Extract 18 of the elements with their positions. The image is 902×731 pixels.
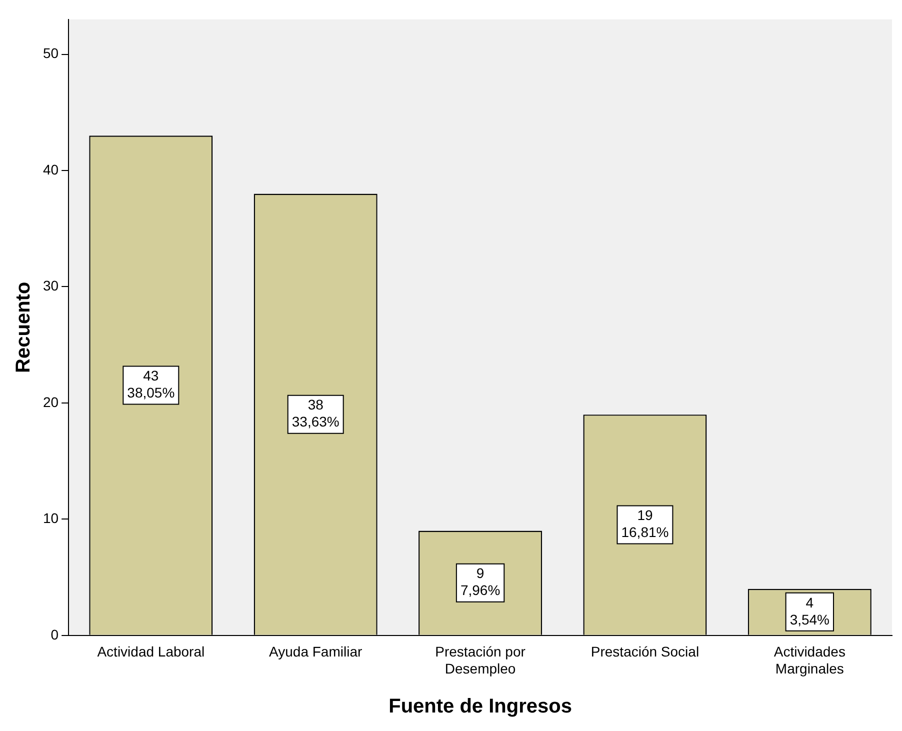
x-tick-label: Prestación por Desempleo	[435, 644, 526, 676]
data-label: 38 33,63%	[292, 396, 340, 430]
data-label: 43 38,05%	[127, 368, 175, 401]
y-tick-label: 0	[50, 626, 59, 642]
y-tick-label: 10	[42, 510, 59, 526]
y-tick-label: 50	[42, 45, 59, 62]
x-tick-label: Ayuda Familiar	[269, 644, 362, 660]
y-tick-label: 20	[42, 394, 59, 410]
x-axis-title: Fuente de Ingresos	[388, 696, 572, 718]
x-tick-label: Actividades Marginales	[774, 644, 846, 676]
data-label: 9 7,96%	[460, 565, 500, 598]
y-axis-title: Recuento	[12, 282, 35, 373]
x-tick-label: Prestación Social	[590, 644, 700, 660]
x-tick-label: Actividad Laboral	[97, 644, 205, 660]
y-tick-label: 40	[42, 161, 59, 178]
data-label: 4 3,54%	[790, 594, 830, 628]
y-tick-label: 30	[42, 278, 59, 294]
data-label: 19 16,81%	[621, 507, 669, 540]
